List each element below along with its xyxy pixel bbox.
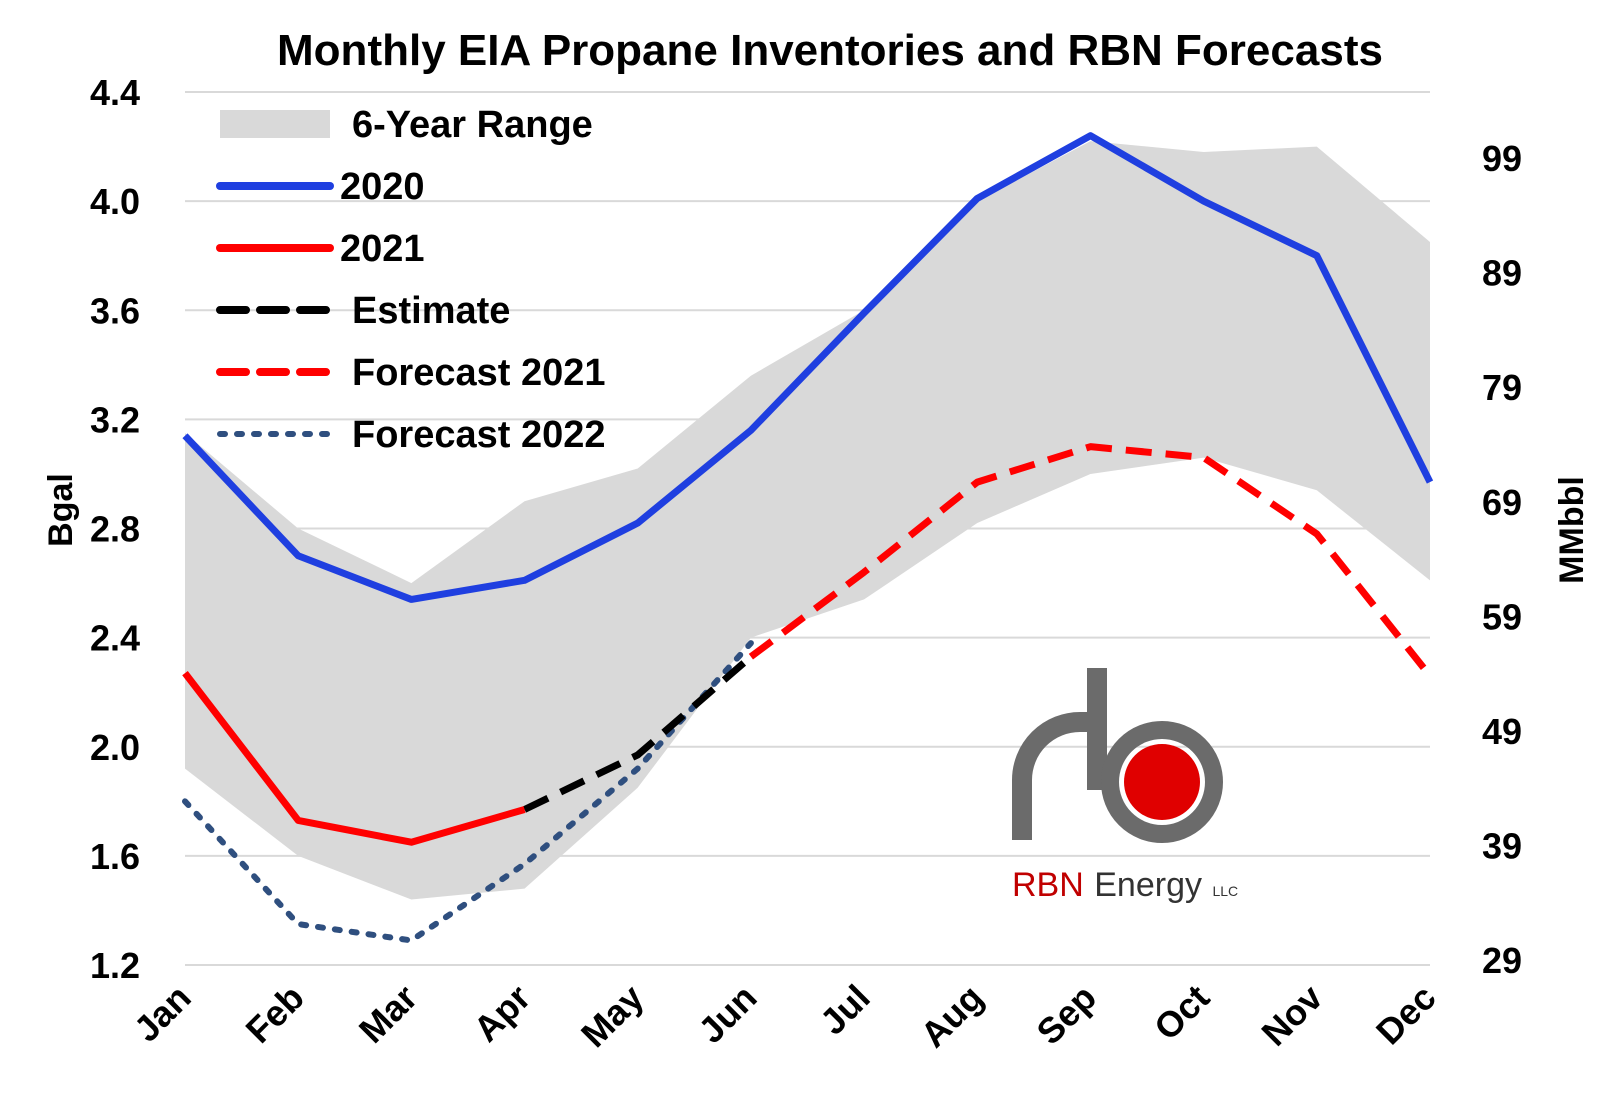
y2-tick-label: 89 [1482, 253, 1522, 294]
logo-pipe-icon [1012, 712, 1103, 840]
logo-text: RBN Energy LLC [1012, 866, 1238, 904]
y-tick-label: 2.4 [90, 618, 140, 659]
y2-tick-label: 99 [1482, 138, 1522, 179]
x-tick-label: Feb [238, 977, 312, 1051]
series-line-forecast-2021 [748, 443, 1433, 679]
y-tick-label: 1.6 [90, 836, 140, 877]
series-line-2020 [182, 132, 1434, 603]
y-axis-label: Bgal [42, 473, 80, 547]
y-tick-label: 3.6 [90, 290, 140, 331]
x-tick-label: Jul [812, 977, 878, 1043]
y2-tick-label: 59 [1482, 596, 1522, 637]
x-tick-label: Mar [351, 977, 425, 1051]
series-line-forecast-2022 [182, 640, 754, 944]
legend-label-range: 6-Year Range [352, 104, 593, 146]
legend-label-2020: 2020 [340, 166, 425, 208]
x-tick-label: Sep [1028, 977, 1104, 1053]
y2-tick-label: 49 [1482, 711, 1522, 752]
x-tick-label: Nov [1253, 977, 1330, 1054]
y2-tick-label: 79 [1482, 367, 1522, 408]
legend-swatch-range [220, 110, 330, 138]
y-tick-label: 4.4 [90, 72, 140, 113]
y-tick-label: 4.0 [90, 181, 140, 222]
y-tick-label: 3.2 [90, 399, 140, 440]
x-tick-label: May [573, 977, 652, 1056]
logo-bulb-icon [1124, 744, 1200, 820]
y2-tick-label: 39 [1482, 826, 1522, 867]
rbn-energy-logo: RBN Energy LLC [1012, 668, 1238, 904]
left-axis-ticks: 1.2 1.6 2.0 2.4 2.8 3.2 3.6 4.0 4.4 [90, 72, 140, 986]
series-line-2021 [182, 670, 526, 846]
series-lines [182, 132, 1434, 944]
y-tick-label: 2.0 [90, 727, 140, 768]
right-axis-ticks: 29 39 49 59 69 79 89 99 [1482, 138, 1522, 981]
logo-ring-icon [1101, 721, 1223, 843]
x-tick-label: Jan [126, 977, 199, 1050]
x-tick-label: Apr [465, 977, 538, 1050]
x-axis-ticks: Jan Feb Mar Apr May Jun Jul Aug Sep Oct Nov Dec [126, 977, 1444, 1056]
six-year-range-area [185, 141, 1430, 900]
legend-label-estimate: Estimate [352, 290, 510, 332]
y-tick-label: 1.2 [90, 945, 140, 986]
legend: 6-Year Range 2020 2021 Estimate Forecast 202… [216, 104, 606, 456]
x-tick-label: Dec [1368, 977, 1444, 1053]
x-tick-label: Oct [1146, 977, 1217, 1048]
legend-label-2021: 2021 [340, 228, 425, 270]
chart-title: Monthly EIA Propane Inventories and RBN … [277, 26, 1383, 75]
legend-label-forecast-2021: Forecast 2021 [352, 352, 606, 394]
x-tick-label: Jun [690, 977, 764, 1051]
legend-label-forecast-2022: Forecast 2022 [352, 414, 606, 456]
y2-axis-label: MMbbl [1553, 476, 1591, 584]
x-tick-label: Aug [912, 977, 990, 1055]
series-line-estimate [523, 654, 754, 813]
y2-tick-label: 29 [1482, 940, 1522, 981]
y-tick-label: 2.8 [90, 509, 140, 550]
y2-tick-label: 69 [1482, 482, 1522, 523]
